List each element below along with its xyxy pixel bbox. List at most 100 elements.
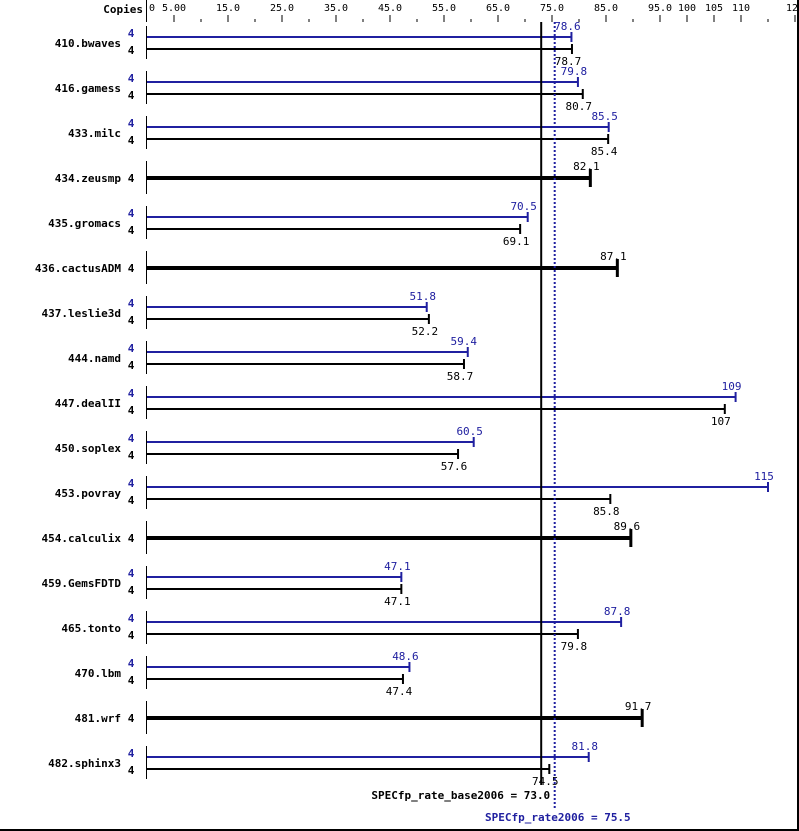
base-bar bbox=[147, 363, 464, 365]
base-copies-value: 4 bbox=[128, 134, 135, 147]
benchmark-row-434.zeusmp: 434.zeusmp 4 82.1 bbox=[55, 160, 600, 194]
peak-value-label: 48.6 bbox=[392, 650, 419, 663]
peak-bar bbox=[147, 216, 528, 218]
peak-bar bbox=[147, 396, 736, 398]
peak-copies-value: 4 bbox=[128, 207, 135, 220]
benchmark-row-454.calculix: 454.calculix 4 89.6 bbox=[42, 520, 641, 554]
base-value-label: 91.7 bbox=[625, 700, 652, 713]
base-bar bbox=[147, 498, 611, 500]
base-value-label: 85.8 bbox=[593, 505, 620, 518]
peak-value-label: 59.4 bbox=[451, 335, 478, 348]
peak-bar bbox=[147, 576, 402, 578]
peak-value-label: 47.1 bbox=[384, 560, 411, 573]
base-copies-value: 4 bbox=[128, 674, 135, 687]
base-value-label: 57.6 bbox=[441, 460, 468, 473]
base-bar bbox=[147, 138, 609, 140]
x-tick-label: 15.0 bbox=[216, 3, 240, 14]
benchmark-row-436.cactusADM: 436.cactusADM 4 87.1 bbox=[35, 250, 627, 284]
benchmark-row-470.lbm: 470.lbm 4 4 48.6 47.4 bbox=[75, 650, 419, 698]
peak-copies-value: 4 bbox=[128, 432, 135, 445]
peak-bar bbox=[147, 666, 410, 668]
x-tick-label: 45.0 bbox=[378, 3, 402, 14]
base-bar bbox=[147, 633, 578, 635]
base-bar bbox=[147, 93, 583, 95]
reference-lines: SPECfp_rate_base2006 = 73.0 SPECfp_rate20… bbox=[371, 22, 631, 824]
peak-value-label: 85.5 bbox=[591, 110, 618, 123]
benchmark-row-410.bwaves: 410.bwaves 4 4 78.6 78.7 bbox=[55, 20, 581, 68]
benchmark-name: 482.sphinx3 bbox=[48, 757, 121, 770]
peak-copies-value: 4 bbox=[128, 747, 135, 760]
peak-bar bbox=[147, 756, 589, 758]
benchmark-row-482.sphinx3: 482.sphinx3 4 4 81.8 74.5 bbox=[48, 740, 598, 788]
base-bar bbox=[147, 768, 550, 770]
benchmark-name: 435.gromacs bbox=[48, 217, 121, 230]
x-tick-label: 120 bbox=[786, 3, 799, 14]
base-bar bbox=[147, 678, 403, 680]
peak-copies-value: 4 bbox=[128, 27, 135, 40]
base-copies-value: 4 bbox=[128, 44, 135, 57]
benchmark-name: 459.GemsFDTD bbox=[42, 577, 122, 590]
peak-value-label: 51.8 bbox=[409, 290, 436, 303]
peak-copies-value: 4 bbox=[128, 117, 135, 130]
benchmark-row-433.milc: 433.milc 4 4 85.5 85.4 bbox=[68, 110, 618, 158]
peak-value-label: 87.8 bbox=[604, 605, 631, 618]
benchmark-name: 436.cactusADM bbox=[35, 262, 121, 275]
benchmark-name: 450.soplex bbox=[55, 442, 122, 455]
x-tick-label: 75.0 bbox=[540, 3, 564, 14]
base-bar bbox=[147, 536, 631, 540]
base-value-label: 58.7 bbox=[447, 370, 474, 383]
x-tick-label: 25.0 bbox=[270, 3, 294, 14]
benchmark-name: 447.dealII bbox=[55, 397, 121, 410]
benchmark-name: 434.zeusmp bbox=[55, 172, 122, 185]
x-tick-label: 5.00 bbox=[162, 3, 186, 14]
base-copies-value: 4 bbox=[128, 224, 135, 237]
base-bar bbox=[147, 266, 618, 270]
peak-copies-value: 4 bbox=[128, 387, 135, 400]
base-copies-value: 4 bbox=[128, 629, 135, 642]
peak-bar bbox=[147, 621, 622, 623]
x-tick-label: 55.0 bbox=[432, 3, 456, 14]
x-tick-label: 0 bbox=[149, 3, 155, 14]
benchmark-name: 410.bwaves bbox=[55, 37, 121, 50]
peak-reference-label: SPECfp_rate2006 = 75.5 bbox=[485, 811, 631, 824]
x-tick-label: 65.0 bbox=[486, 3, 510, 14]
peak-bar bbox=[147, 306, 427, 308]
base-copies-value: 4 bbox=[128, 314, 135, 327]
benchmark-row-450.soplex: 450.soplex 4 4 60.5 57.6 bbox=[55, 425, 483, 473]
benchmark-row-444.namd: 444.namd 4 4 59.4 58.7 bbox=[68, 335, 477, 383]
peak-bar bbox=[147, 126, 609, 128]
base-bar bbox=[147, 453, 459, 455]
benchmark-row-481.wrf: 481.wrf 4 91.7 bbox=[75, 700, 652, 734]
peak-value-label: 70.5 bbox=[510, 200, 537, 213]
base-value-label: 107 bbox=[711, 415, 731, 428]
peak-value-label: 78.6 bbox=[554, 20, 581, 33]
peak-copies-value: 4 bbox=[128, 477, 135, 490]
base-bar bbox=[147, 716, 643, 720]
peak-copies-value: 4 bbox=[128, 72, 135, 85]
benchmark-row-435.gromacs: 435.gromacs 4 4 70.5 69.1 bbox=[48, 200, 537, 248]
base-bar bbox=[147, 318, 429, 320]
base-value-label: 74.5 bbox=[532, 775, 559, 788]
base-copies-value: 4 bbox=[128, 359, 135, 372]
benchmark-name: 416.gamess bbox=[55, 82, 121, 95]
base-copies-value: 4 bbox=[128, 494, 135, 507]
x-tick-label: 95.0 bbox=[648, 3, 672, 14]
base-bar bbox=[147, 48, 572, 50]
base-copies-value: 4 bbox=[128, 89, 135, 102]
base-reference-label: SPECfp_rate_base2006 = 73.0 bbox=[371, 789, 550, 802]
x-tick-label: 105 bbox=[705, 3, 723, 14]
peak-value-label: 60.5 bbox=[456, 425, 483, 438]
peak-bar bbox=[147, 81, 578, 83]
base-value-label: 78.7 bbox=[555, 55, 582, 68]
peak-bar bbox=[147, 351, 468, 353]
base-copies-value: 4 bbox=[128, 449, 135, 462]
base-value-label: 79.8 bbox=[561, 640, 588, 653]
peak-value-label: 115 bbox=[754, 470, 774, 483]
peak-copies-value: 4 bbox=[128, 567, 135, 580]
base-value-label: 89.6 bbox=[614, 520, 641, 533]
peak-copies-value: 4 bbox=[128, 657, 135, 670]
copies-value: 4 bbox=[128, 712, 135, 725]
copies-value: 4 bbox=[128, 532, 135, 545]
base-copies-value: 4 bbox=[128, 404, 135, 417]
